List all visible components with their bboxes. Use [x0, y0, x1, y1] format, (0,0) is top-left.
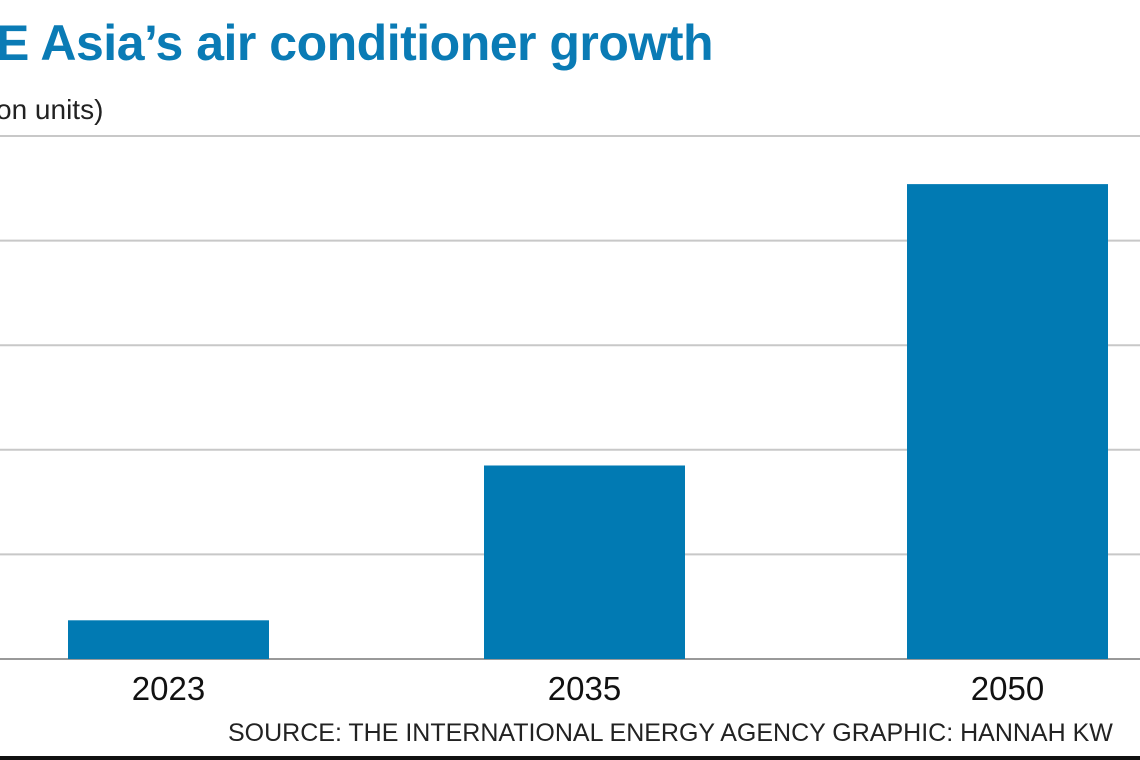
- x-tick-label: 2035: [548, 670, 621, 707]
- chart-subtitle: on units): [0, 94, 104, 125]
- bar-2023: [68, 620, 269, 659]
- bar-2035: [484, 465, 685, 659]
- x-tick-label: 2050: [971, 670, 1044, 707]
- bottom-rule: [0, 756, 1140, 760]
- source-credit: SOURCE: THE INTERNATIONAL ENERGY AGENCY …: [228, 719, 1113, 747]
- x-tick-label: 2023: [132, 670, 205, 707]
- bar-2050: [907, 184, 1108, 659]
- chart-title: E Asia’s air conditioner growth: [0, 15, 714, 71]
